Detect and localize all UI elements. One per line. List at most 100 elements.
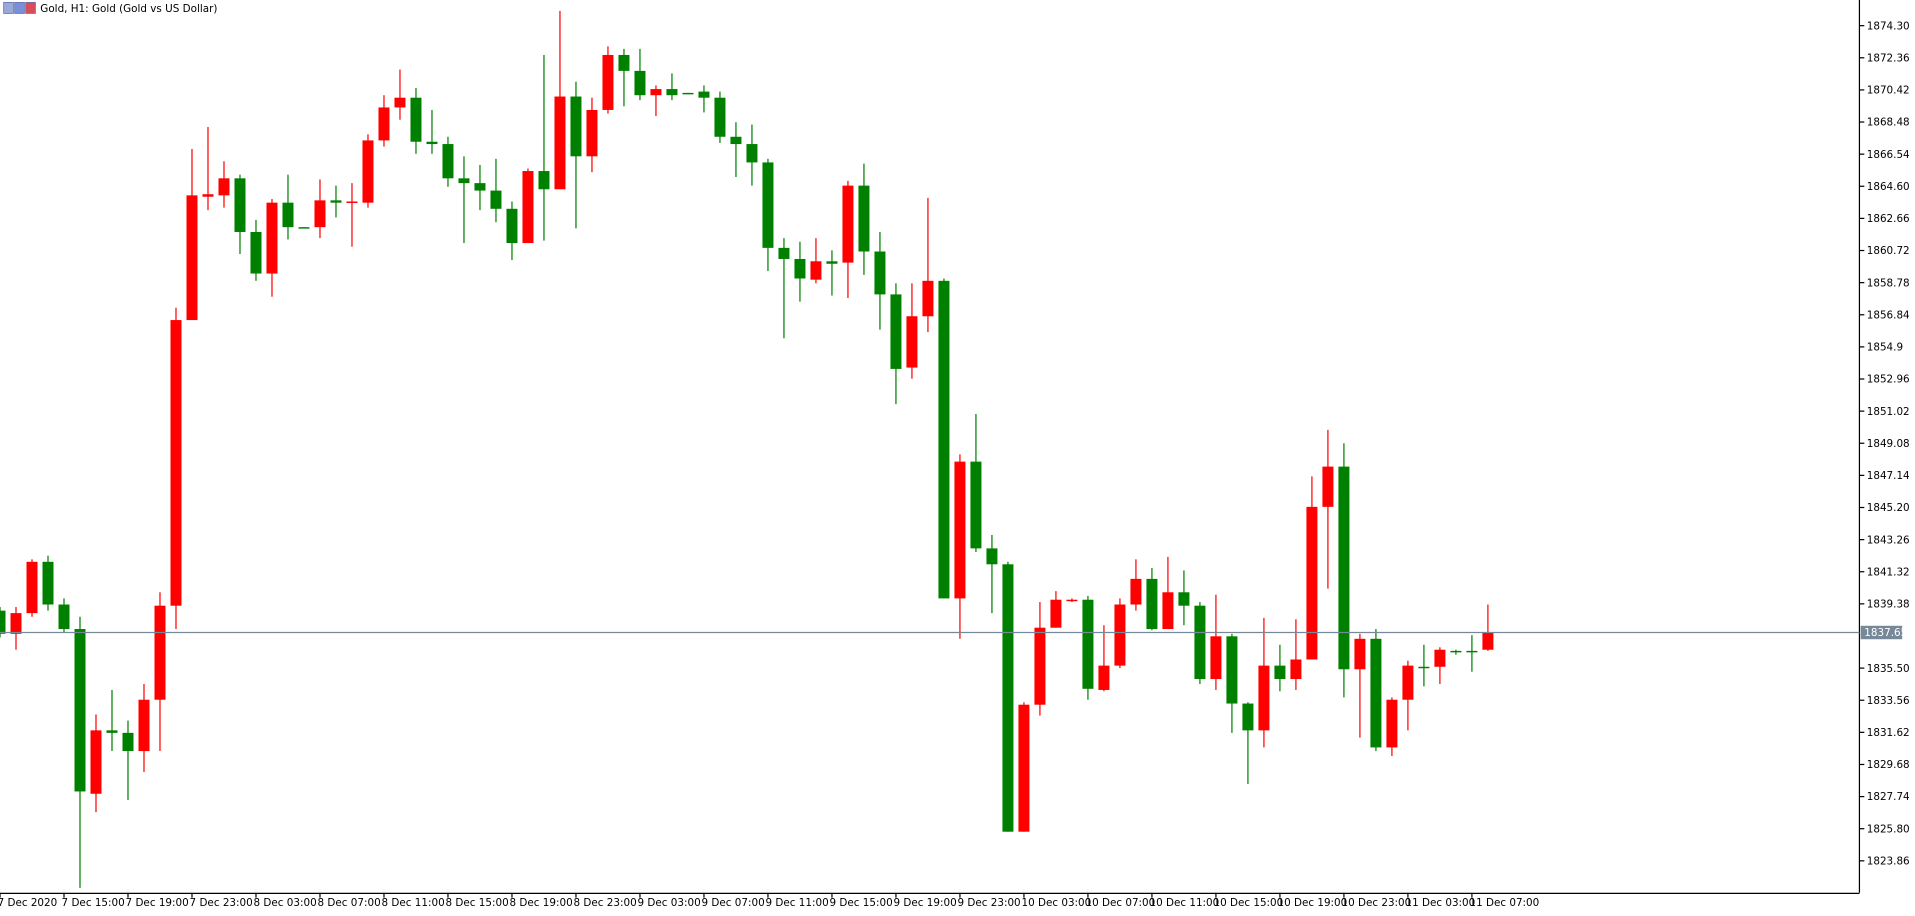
candle-body xyxy=(970,461,982,549)
y-tick-label: 1851.02 xyxy=(1867,406,1910,418)
candle-body xyxy=(1450,650,1462,653)
y-tick-label: 1835.50 xyxy=(1867,663,1910,675)
candle-body xyxy=(618,54,630,71)
candle-body xyxy=(1258,665,1270,731)
candle-body xyxy=(1386,699,1398,748)
candle-body xyxy=(762,162,774,248)
candle-body xyxy=(874,251,886,295)
x-tick-label: 10 Dec 03:00 xyxy=(1021,897,1091,909)
candle-body xyxy=(906,316,918,368)
candle-body xyxy=(1322,466,1334,507)
candle-body xyxy=(1370,638,1382,748)
x-tick-label: 8 Dec 03:00 xyxy=(254,897,317,909)
x-tick-label: 8 Dec 19:00 xyxy=(510,897,573,909)
candle-body xyxy=(730,136,742,145)
candle-body xyxy=(506,208,518,244)
candle-body xyxy=(922,280,934,317)
y-tick-label: 1825.80 xyxy=(1867,823,1910,835)
y-tick-label: 1856.84 xyxy=(1867,309,1910,321)
x-tick-label: 9 Dec 03:00 xyxy=(638,897,701,909)
icon xyxy=(14,2,25,14)
candle-body xyxy=(954,461,966,599)
candle-body xyxy=(698,91,710,98)
candle-body xyxy=(362,140,374,203)
x-tick-label: 9 Dec 11:00 xyxy=(766,897,829,909)
x-tick-label: 9 Dec 23:00 xyxy=(957,897,1020,909)
candle-body xyxy=(26,561,38,614)
y-tick-label: 1841.32 xyxy=(1867,566,1910,578)
candle-body xyxy=(682,92,694,95)
candle-body xyxy=(378,107,390,141)
y-tick-label: 1862.66 xyxy=(1867,213,1910,225)
candle-body xyxy=(106,730,118,733)
x-tick-label: 11 Dec 03:00 xyxy=(1405,897,1475,909)
candle-body xyxy=(1018,704,1030,832)
candle-body xyxy=(1034,627,1046,705)
candle-body xyxy=(1146,578,1158,630)
candle-body xyxy=(570,96,582,157)
y-tick-label: 1852.96 xyxy=(1867,374,1910,386)
candle-body xyxy=(1418,666,1430,669)
candle-body xyxy=(250,231,262,274)
candle-body xyxy=(1338,466,1350,670)
candle-body xyxy=(1178,592,1190,606)
candle-body xyxy=(810,261,822,280)
x-tick-label: 7 Dec 23:00 xyxy=(190,897,253,909)
candle-body xyxy=(986,548,998,565)
candle-body xyxy=(1098,665,1110,690)
candle-body xyxy=(122,732,134,752)
x-tick-label: 8 Dec 15:00 xyxy=(446,897,509,909)
candle-body xyxy=(74,629,86,792)
candle-body xyxy=(154,605,166,700)
y-tick-label: 1843.26 xyxy=(1867,534,1910,546)
candle-body xyxy=(1354,638,1366,670)
candle-body xyxy=(266,202,278,274)
candle-body xyxy=(346,201,358,203)
candle-body xyxy=(218,178,230,196)
y-tick-label: 1829.68 xyxy=(1867,759,1910,771)
candle-body xyxy=(586,109,598,157)
x-tick-label: 7 Dec 15:00 xyxy=(62,897,125,909)
price-label-box xyxy=(1860,625,1903,640)
candle-body xyxy=(1114,604,1126,666)
x-tick-label: 10 Dec 15:00 xyxy=(1213,897,1283,909)
candle-body xyxy=(714,97,726,137)
candle-body xyxy=(1306,506,1318,660)
candle-body xyxy=(1194,605,1206,680)
candle-body xyxy=(826,261,838,264)
candle-body xyxy=(794,258,806,279)
candle-body xyxy=(426,141,438,145)
candle-body xyxy=(58,604,70,630)
candle-body xyxy=(1066,599,1078,602)
icon xyxy=(3,2,14,14)
x-tick-label: 8 Dec 07:00 xyxy=(318,897,381,909)
candle-body xyxy=(890,294,902,369)
y-tick-label: 1860.72 xyxy=(1867,245,1910,257)
candle-body xyxy=(1162,592,1174,630)
candle-body xyxy=(298,227,310,229)
y-tick-label: 1849.08 xyxy=(1867,438,1910,450)
candle-body xyxy=(138,699,150,752)
y-tick-label: 1845.20 xyxy=(1867,502,1910,514)
candle-body xyxy=(1482,632,1494,650)
candle-body xyxy=(1242,703,1254,731)
y-tick-label: 1868.48 xyxy=(1867,117,1910,129)
candle-body xyxy=(746,144,758,163)
x-tick-label: 10 Dec 23:00 xyxy=(1341,897,1411,909)
candle-body xyxy=(1002,564,1014,832)
candle-body xyxy=(554,96,566,190)
y-tick-label: 1858.78 xyxy=(1867,277,1910,289)
candle-body xyxy=(1274,665,1286,680)
y-tick-label: 1823.86 xyxy=(1867,856,1910,868)
candle-body xyxy=(0,610,6,634)
candle-body xyxy=(1434,649,1446,667)
candle-body xyxy=(1050,599,1062,628)
candle-body xyxy=(330,200,342,203)
candle-body xyxy=(282,202,294,228)
x-tick-label: 11 Dec 07:00 xyxy=(1469,897,1539,909)
x-tick-label: 10 Dec 11:00 xyxy=(1149,897,1219,909)
candle-body xyxy=(778,247,790,259)
chart-title: Gold, H1: Gold (Gold vs US Dollar) xyxy=(40,3,217,15)
candle-body xyxy=(650,89,662,96)
